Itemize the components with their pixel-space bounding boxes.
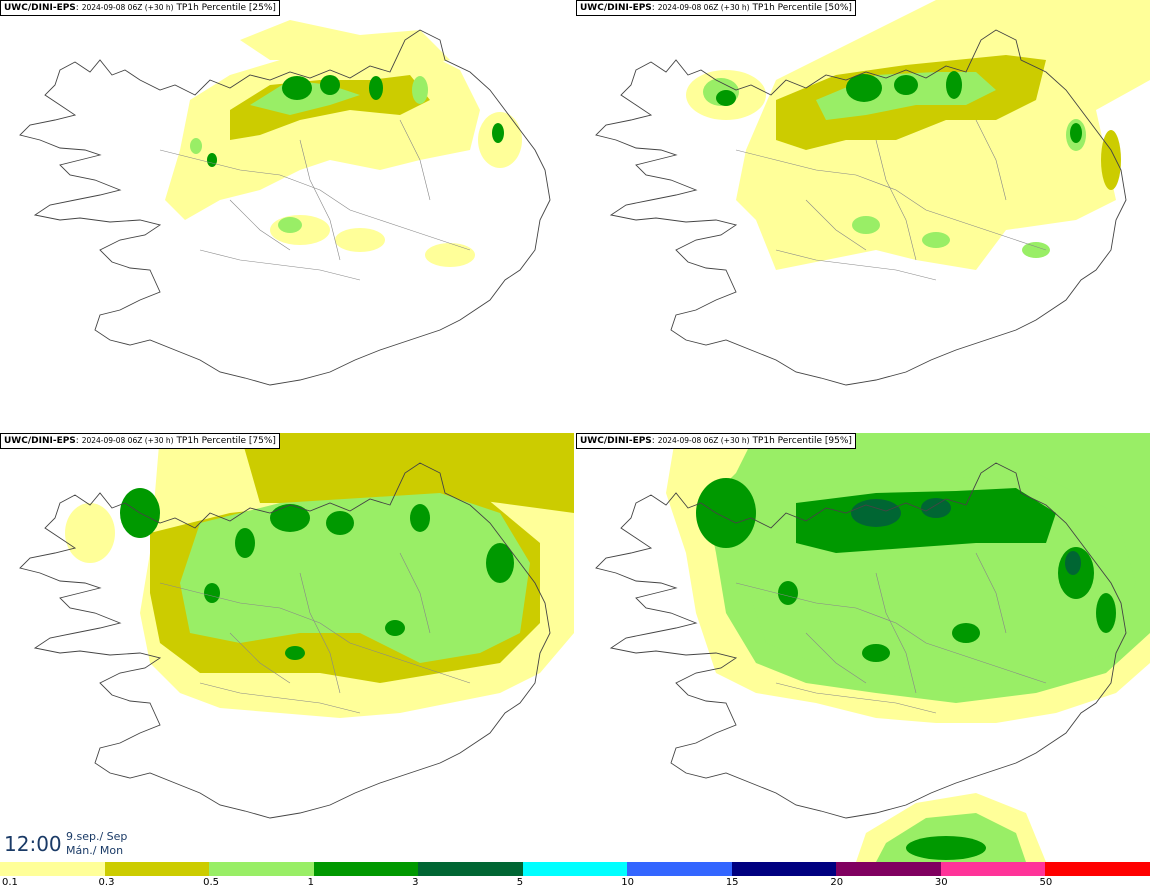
panel-title-p75: UWC/DINI-EPS: 2024-09-08 06Z (+30 h) TP1… xyxy=(0,433,280,449)
legend-tick-label: 1 xyxy=(307,877,314,888)
legend-swatch xyxy=(1045,862,1150,876)
valid-date: 9.sep./ Sep Mán./ Mon xyxy=(66,830,127,858)
map-panel-p75: UWC/DINI-EPS: 2024-09-08 06Z (+30 h) TP1… xyxy=(0,433,574,862)
legend-swatch xyxy=(418,862,524,876)
map-panel-p50: UWC/DINI-EPS: 2024-09-08 06Z (+30 h) TP1… xyxy=(576,0,1150,431)
panel-title-p25: UWC/DINI-EPS: 2024-09-08 06Z (+30 h) TP1… xyxy=(0,0,280,16)
legend-swatch xyxy=(836,862,942,876)
precip-field-p25 xyxy=(165,20,522,267)
legend-tick-label: 0.3 xyxy=(98,877,115,888)
legend-swatch xyxy=(522,862,629,876)
legend-swatch xyxy=(209,862,315,876)
map-panel-p25: UWC/DINI-EPS: 2024-09-08 06Z (+30 h) TP1… xyxy=(0,0,574,431)
precip-field-p95 xyxy=(666,433,1150,862)
precip-field-p75 xyxy=(65,433,574,718)
map-panel-p95: UWC/DINI-EPS: 2024-09-08 06Z (+30 h) TP1… xyxy=(576,433,1150,862)
legend-tick-label: 3 xyxy=(412,877,419,888)
legend-swatch xyxy=(104,862,211,876)
map-canvas-p75 xyxy=(19,433,574,819)
panel-title-p95: UWC/DINI-EPS: 2024-09-08 06Z (+30 h) TP1… xyxy=(576,433,856,449)
map-canvas-p25 xyxy=(19,20,551,386)
panel-divider-horizontal xyxy=(0,431,1150,433)
panel-title-p50: UWC/DINI-EPS: 2024-09-08 06Z (+30 h) TP1… xyxy=(576,0,856,16)
legend-tick-label: 5 xyxy=(516,877,524,888)
precip-field-p50 xyxy=(686,0,1150,270)
precip-legend: 0.1 0.3 0.5 1 3 5 10 15 20 30 50 xyxy=(0,862,1150,891)
map-canvas-p95 xyxy=(595,433,1150,862)
legend-tick-label: 20 xyxy=(830,877,844,888)
legend-tick-label: 0.1 xyxy=(2,877,18,888)
legend-tick-label: 0.5 xyxy=(203,877,219,888)
legend-swatch xyxy=(627,862,733,876)
legend-swatch xyxy=(940,862,1047,876)
valid-date-line2: Mán./ Mon xyxy=(66,844,124,857)
legend-swatch xyxy=(731,862,838,876)
legend-tick-label: 50 xyxy=(1039,877,1053,888)
legend-swatch xyxy=(0,862,106,876)
valid-time: 12:00 xyxy=(4,832,62,856)
map-canvas-p50 xyxy=(595,0,1150,386)
legend-tick-label: 30 xyxy=(934,877,948,888)
valid-time-box: 12:00 9.sep./ Sep Mán./ Mon xyxy=(0,826,130,862)
legend-tick-label: 15 xyxy=(725,877,739,888)
legend-tick-label: 10 xyxy=(621,877,634,888)
valid-date-line1: 9.sep./ Sep xyxy=(66,830,128,843)
legend-swatch xyxy=(313,862,420,876)
